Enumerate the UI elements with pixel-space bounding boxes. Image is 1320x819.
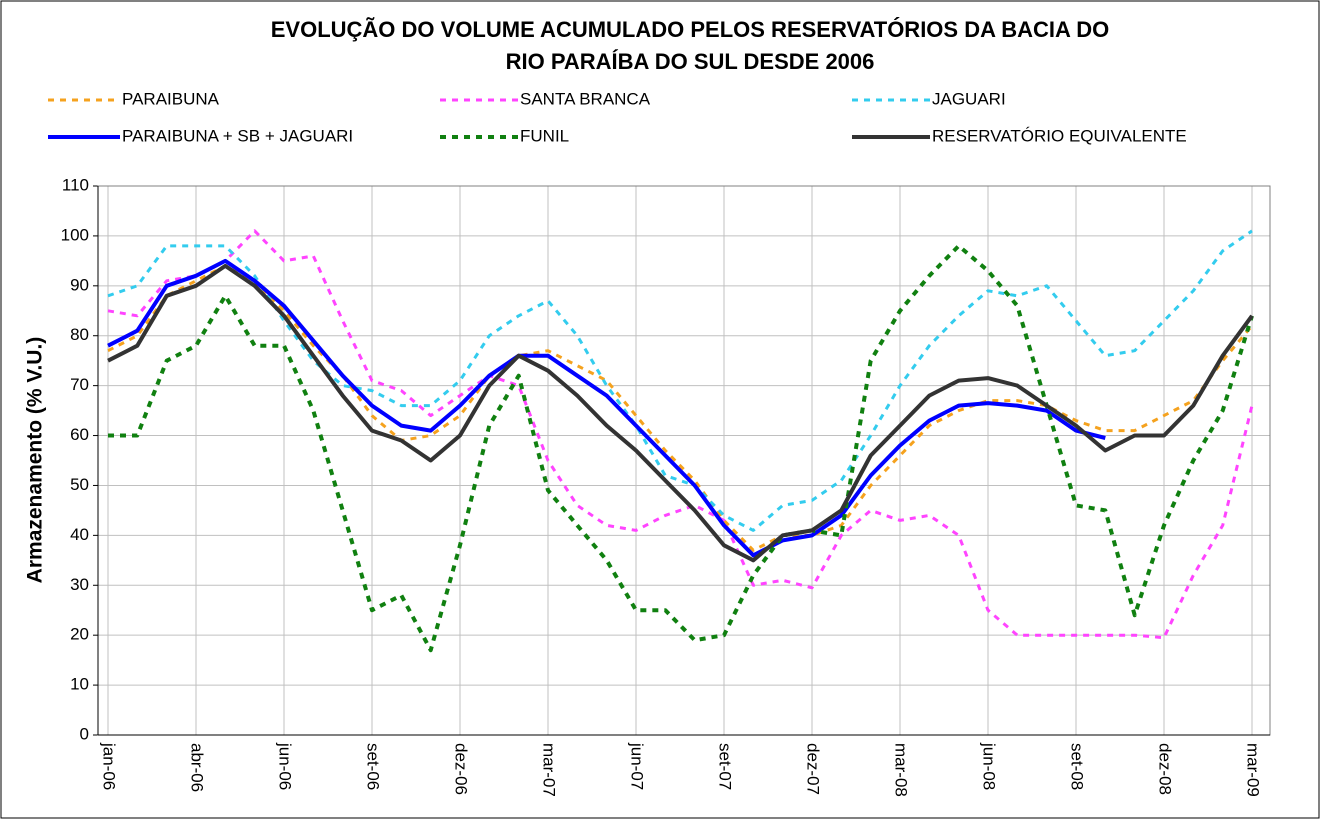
series-line bbox=[107, 229, 1254, 640]
series-line bbox=[107, 263, 1254, 563]
y-tick-label: 0 bbox=[80, 724, 89, 743]
legend-label: SANTA BRANCA bbox=[520, 89, 651, 108]
y-tick-label: 90 bbox=[70, 275, 89, 294]
x-tick-label: set-08 bbox=[1068, 743, 1087, 790]
legend-label: RESERVATÓRIO EQUIVALENTE bbox=[932, 126, 1187, 145]
x-tick-label: jun-07 bbox=[628, 742, 647, 790]
legend-label: FUNIL bbox=[520, 126, 569, 145]
series-line bbox=[107, 264, 1254, 552]
x-tick-label: jan-06 bbox=[100, 742, 119, 790]
y-tick-label: 80 bbox=[70, 325, 89, 344]
x-tick-label: mar-07 bbox=[540, 743, 559, 797]
y-tick-label: 10 bbox=[70, 675, 89, 694]
x-tick-label: set-06 bbox=[364, 743, 383, 790]
y-tick-label: 20 bbox=[70, 625, 89, 644]
y-tick-label: 50 bbox=[70, 475, 89, 494]
y-tick-label: 30 bbox=[70, 575, 89, 594]
x-tick-label: jun-06 bbox=[276, 742, 295, 790]
x-tick-label: dez-07 bbox=[804, 743, 823, 795]
y-tick-label: 40 bbox=[70, 525, 89, 544]
y-tick-label: 110 bbox=[62, 175, 89, 194]
series-line bbox=[107, 258, 1106, 558]
y-axis-label: Armazenamento (% V.U.) bbox=[24, 337, 47, 584]
chart-title: EVOLUÇÃO DO VOLUME ACUMULADO PELOS RESER… bbox=[271, 17, 1109, 42]
x-tick-label: mar-09 bbox=[1244, 743, 1263, 797]
legend-label: JAGUARI bbox=[932, 89, 1006, 108]
x-tick-label: dez-06 bbox=[452, 743, 471, 795]
x-tick-label: mar-08 bbox=[892, 743, 911, 797]
legend-label: PARAIBUNA bbox=[122, 89, 220, 108]
chart-title: RIO PARAÍBA DO SUL DESDE 2006 bbox=[506, 49, 875, 74]
legend-label: PARAIBUNA + SB + JAGUARI bbox=[122, 126, 353, 145]
x-tick-label: set-07 bbox=[716, 743, 735, 790]
x-tick-label: jun-08 bbox=[980, 742, 999, 790]
x-tick-label: dez-08 bbox=[1156, 743, 1175, 795]
y-tick-label: 100 bbox=[61, 225, 89, 244]
y-tick-label: 70 bbox=[70, 375, 89, 394]
x-tick-label: abr-06 bbox=[188, 743, 207, 792]
series-line bbox=[107, 229, 1253, 532]
y-tick-label: 60 bbox=[70, 425, 89, 444]
